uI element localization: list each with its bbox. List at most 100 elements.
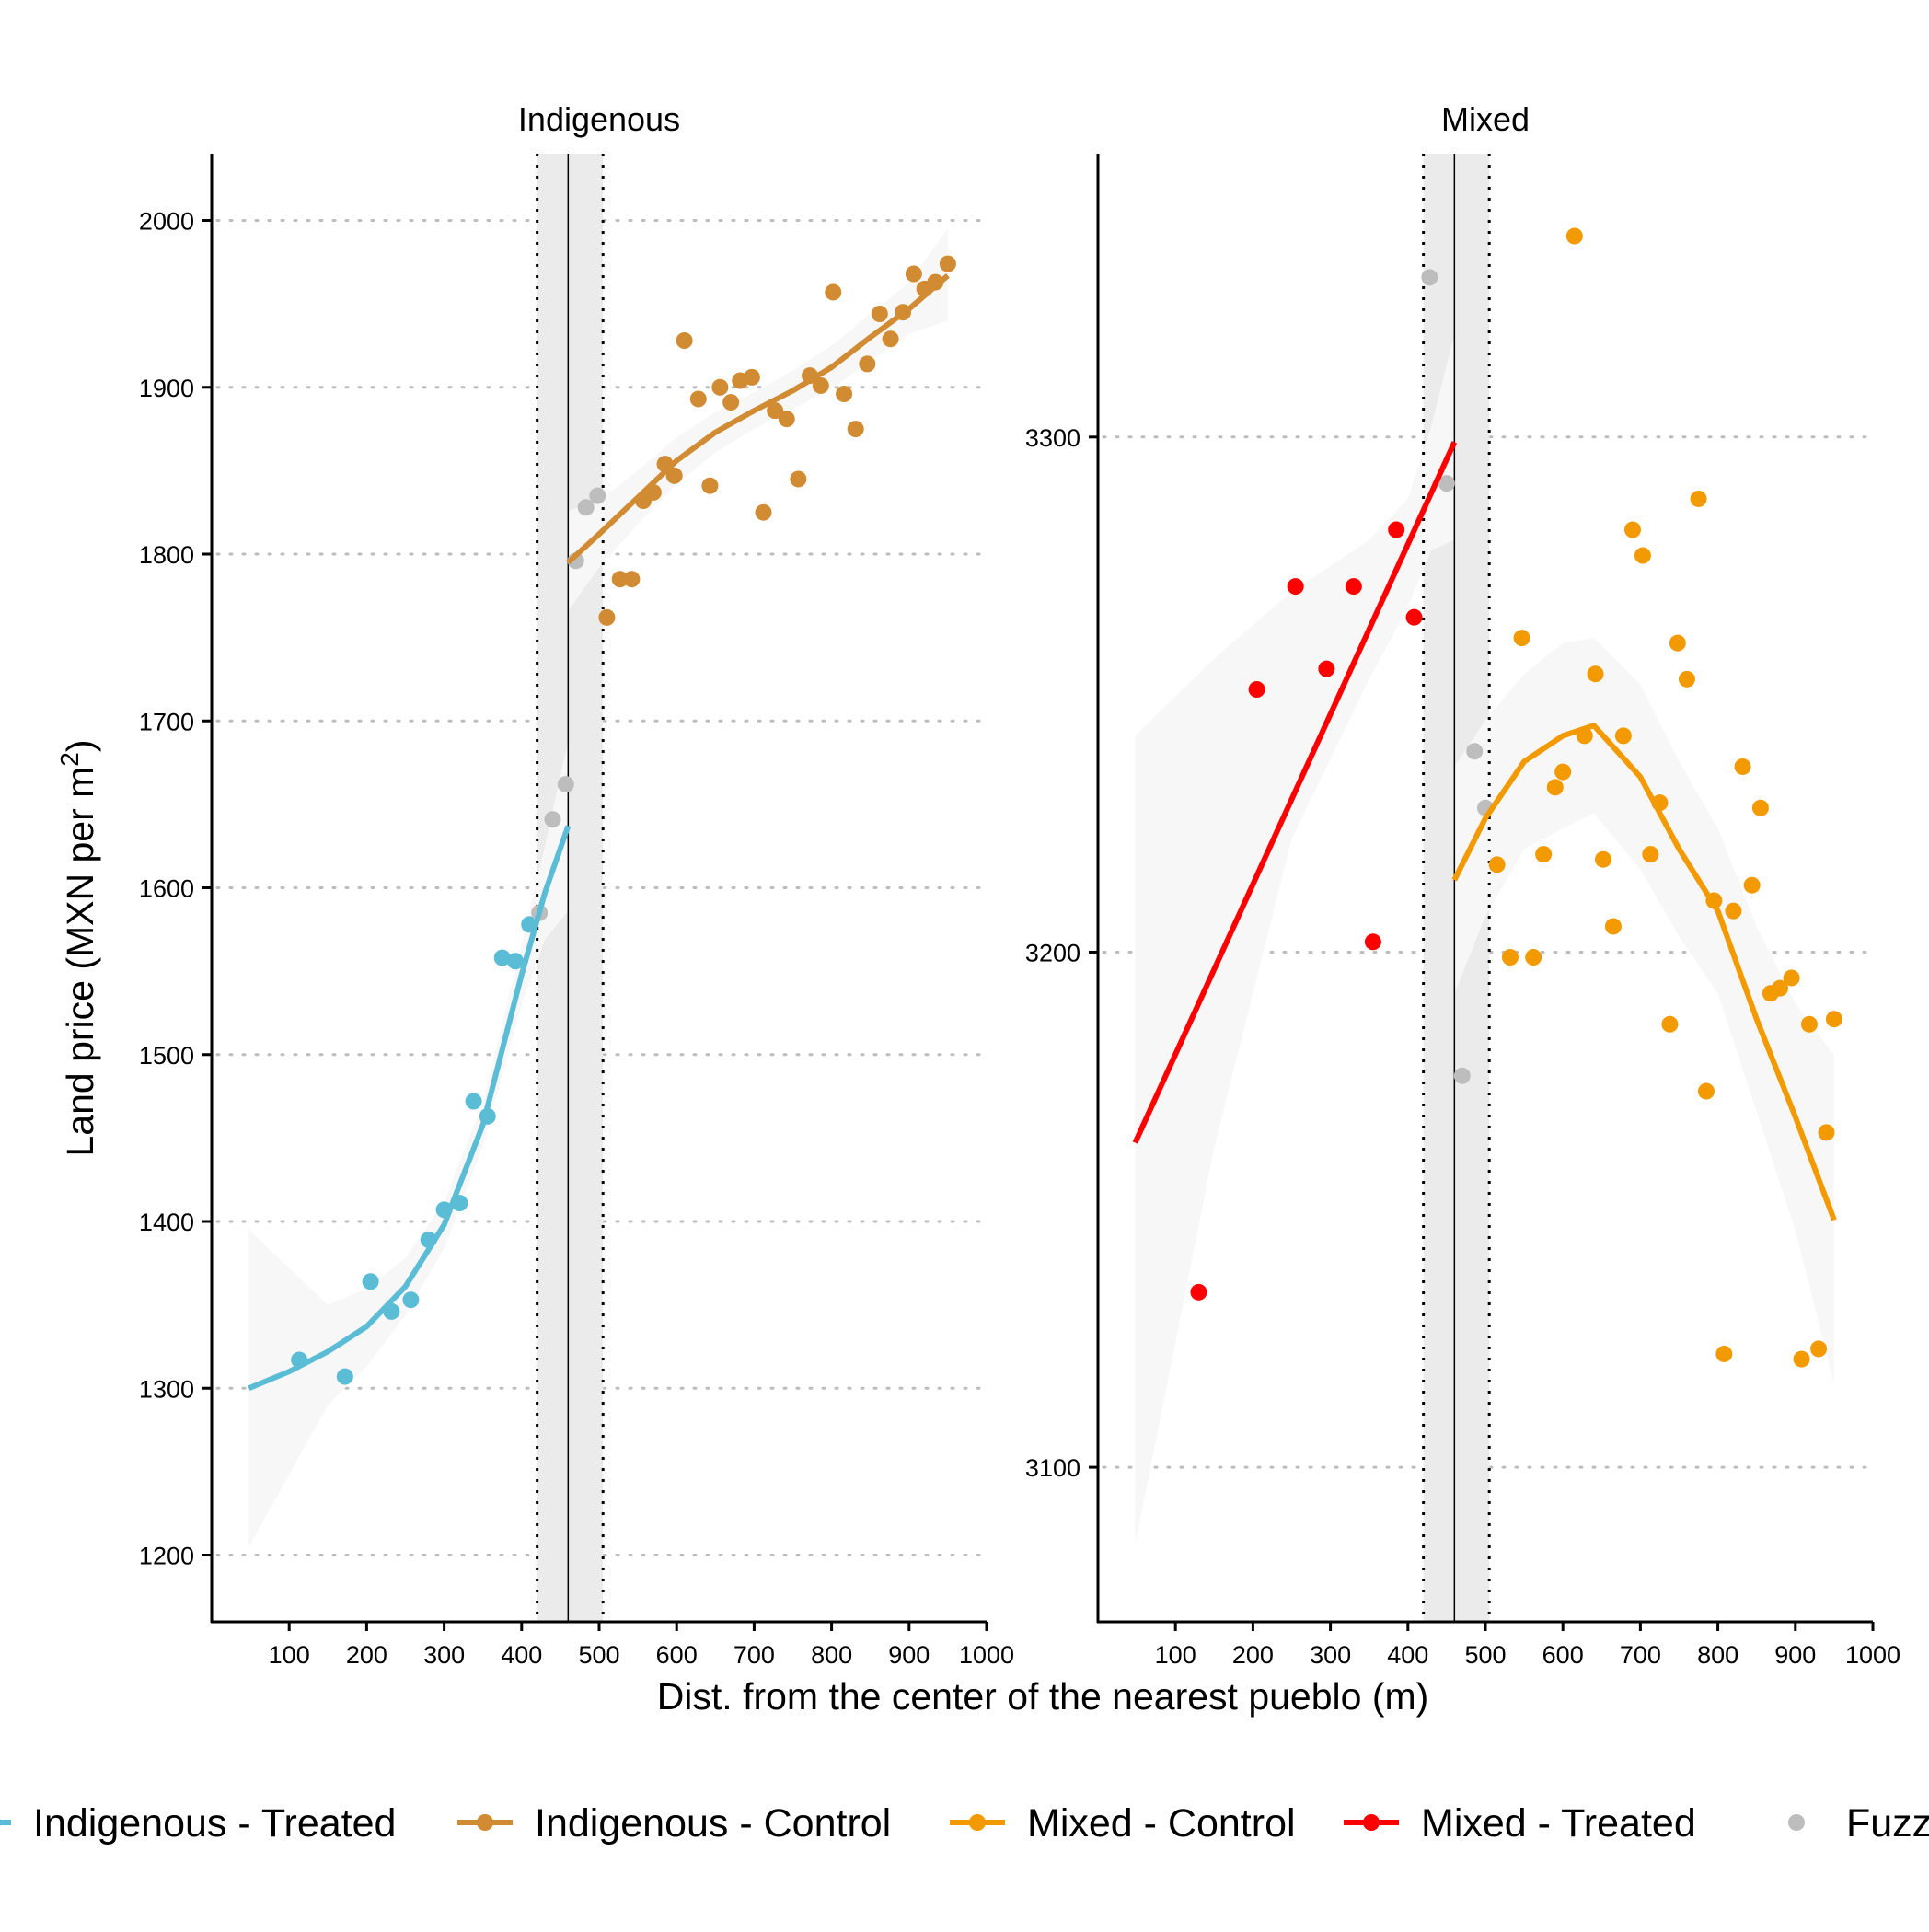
legend-item-indigenous_treated: Indigenous - Treated — [0, 1801, 396, 1845]
legend-key-point — [969, 1814, 986, 1831]
point-mixed_control — [1642, 846, 1659, 863]
point-indigenous_control — [905, 265, 922, 283]
point-mixed_control — [1614, 727, 1632, 745]
x-tick-label: 100 — [269, 1641, 310, 1669]
legend-item-mixed_treated: Mixed - Treated — [1344, 1801, 1696, 1845]
x-tick-label: 800 — [1697, 1641, 1738, 1669]
point-indigenous_control — [665, 467, 683, 484]
x-tick-label: 400 — [501, 1641, 542, 1669]
point-mixed_control — [1535, 846, 1553, 863]
legend-item-indigenous_control: Indigenous - Control — [457, 1801, 891, 1845]
point-indigenous_treated — [336, 1368, 353, 1385]
y-axis-title-end: ) — [59, 739, 101, 752]
y-axis-title-main: Land price (MXN per m — [59, 767, 101, 1157]
point-indigenous_control — [755, 503, 772, 521]
point-mixed_control — [1715, 1345, 1733, 1362]
point-indigenous_control — [689, 390, 707, 408]
point-indigenous_control — [623, 571, 641, 588]
legend-label: Mixed - Treated — [1421, 1801, 1696, 1845]
point-mixed_control — [1565, 227, 1583, 245]
point-indigenous_treated — [402, 1291, 420, 1309]
x-axis-title: Dist. from the center of the nearest pue… — [657, 1675, 1429, 1718]
point-indigenous_control — [836, 386, 853, 402]
point-mixed_treated — [1364, 933, 1381, 951]
legend-item-mixed_control: Mixed - Control — [950, 1801, 1296, 1845]
point-mixed_control — [1501, 949, 1519, 966]
chart-legend: Indigenous - Treated Indigenous - Control… — [0, 1801, 1929, 1845]
x-tick-label: 800 — [811, 1641, 852, 1669]
point-mixed_control — [1743, 876, 1761, 894]
point-mixed_control — [1734, 758, 1751, 775]
y-tick-label: 1800 — [139, 541, 194, 569]
point-mixed_control — [1513, 630, 1530, 647]
point-mixed_control — [1771, 979, 1788, 997]
y-tick-label: 1900 — [139, 375, 194, 402]
point-indigenous_control — [882, 330, 899, 348]
point-mixed_control — [1751, 799, 1769, 816]
point-indigenous_control — [676, 332, 693, 349]
fit-line-indigenous_treated — [248, 825, 572, 1392]
x-tick-label: 500 — [1464, 1641, 1506, 1669]
point-mixed_control — [1725, 902, 1742, 920]
x-tick-label: 600 — [656, 1641, 698, 1669]
point-mixed_control — [1678, 670, 1695, 688]
y-axis-title-sup: 2 — [55, 752, 84, 767]
x-tick-label: 700 — [1620, 1641, 1661, 1669]
legend-label: Indigenous - Control — [535, 1801, 891, 1845]
panel-indigenous: Indigenous 1200 1300 1400 1500 1600 1700 1800 19… — [139, 100, 1014, 1669]
point-fuzzy — [544, 811, 561, 828]
ci-ribbon-indigenous_control — [568, 228, 948, 611]
x-tick-label: 300 — [423, 1641, 465, 1669]
point-mixed_control — [1604, 918, 1622, 935]
point-mixed_treated — [1318, 660, 1335, 677]
fit-line-mixed_control — [1451, 723, 1837, 1221]
panel-title: Indigenous — [518, 100, 680, 138]
point-mixed_control — [1810, 1340, 1828, 1358]
x-tick-label: 200 — [1232, 1641, 1274, 1669]
point-mixed_control — [1594, 850, 1611, 868]
y-tick-label: 2000 — [139, 208, 194, 236]
legend-label: Fuzzy — [1846, 1801, 1929, 1845]
point-indigenous_control — [722, 394, 740, 411]
point-mixed_control — [1800, 1015, 1818, 1033]
point-mixed_control — [1587, 665, 1604, 683]
legend-key-point — [1788, 1814, 1805, 1831]
y-tick-label: 1300 — [139, 1375, 194, 1403]
point-mixed_control — [1546, 779, 1564, 796]
fit-line-mixed_treated — [1132, 441, 1458, 1144]
point-indigenous_control — [701, 477, 719, 494]
y-tick-label: 1700 — [139, 708, 194, 735]
x-tick-label: 1000 — [959, 1641, 1014, 1669]
point-mixed_control — [1697, 1082, 1715, 1100]
point-mixed_control — [1825, 1011, 1842, 1028]
point-fuzzy — [557, 776, 574, 793]
x-tick-label: 200 — [346, 1641, 387, 1669]
point-mixed_control — [1783, 969, 1800, 987]
legend-label: Mixed - Control — [1027, 1801, 1296, 1845]
point-mixed_treated — [1248, 681, 1265, 699]
point-indigenous_treated — [493, 949, 511, 966]
point-indigenous_control — [859, 355, 876, 373]
point-mixed_control — [1554, 763, 1572, 781]
y-tick-label: 3100 — [1025, 1454, 1080, 1482]
point-fuzzy — [589, 487, 606, 504]
point-indigenous_control — [778, 411, 795, 428]
point-mixed_treated — [1405, 608, 1423, 626]
point-indigenous_treated — [362, 1273, 379, 1290]
point-mixed_control — [1623, 521, 1641, 538]
point-mixed_treated — [1345, 578, 1362, 596]
point-indigenous_treated — [507, 953, 525, 970]
point-indigenous_control — [847, 421, 864, 438]
y-tick-label: 3300 — [1025, 424, 1080, 452]
y-tick-label: 1200 — [139, 1543, 194, 1570]
point-mixed_control — [1488, 856, 1506, 873]
x-tick-label: 100 — [1155, 1641, 1196, 1669]
x-tick-label: 700 — [733, 1641, 775, 1669]
point-indigenous_control — [767, 402, 784, 420]
legend-key-point — [1363, 1814, 1380, 1831]
legend-key-point — [477, 1814, 493, 1831]
point-indigenous_control — [598, 608, 616, 626]
y-tick-label: 1600 — [139, 875, 194, 903]
point-indigenous_control — [825, 283, 842, 301]
